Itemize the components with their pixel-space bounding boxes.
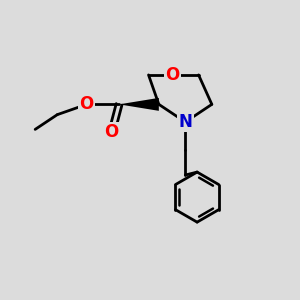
Text: O: O [165,66,179,84]
Text: O: O [105,123,119,141]
Text: N: N [178,113,192,131]
Polygon shape [119,98,159,111]
Text: O: O [80,95,94,113]
